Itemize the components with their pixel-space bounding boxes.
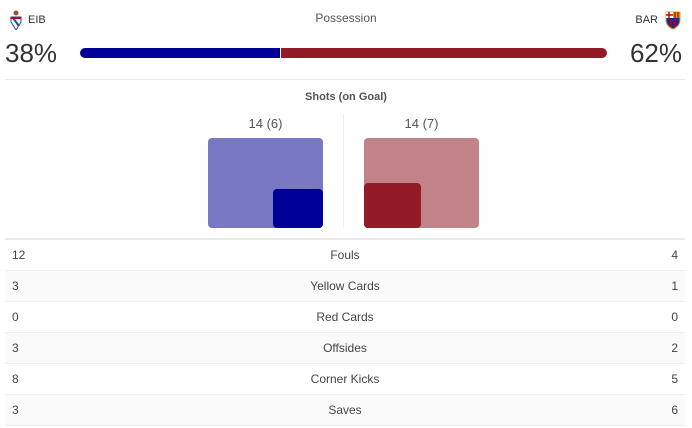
stat-home-value: 8 (12, 372, 19, 386)
stat-label: Corner Kicks (310, 372, 380, 386)
away-abbr: BAR (635, 14, 658, 26)
stat-home-value: 12 (12, 248, 26, 262)
stat-label: Red Cards (316, 310, 374, 324)
stat-away-value: 0 (671, 310, 678, 324)
stat-away-value: 2 (671, 341, 678, 355)
divider (5, 79, 685, 80)
home-abbr: EIB (28, 14, 46, 26)
away-shots-label: 14 (7) (404, 116, 439, 131)
stat-label: Fouls (330, 248, 360, 262)
stat-label: Yellow Cards (310, 279, 380, 293)
home-team[interactable]: EIB (10, 10, 46, 30)
away-on-goal-box (364, 183, 421, 228)
away-possession: 62% (629, 38, 682, 68)
away-team[interactable]: BAR (635, 10, 682, 30)
home-possession-bar (80, 48, 280, 58)
stat-home-value: 3 (12, 279, 19, 293)
stat-row: 3 Saves 6 (5, 395, 685, 426)
stat-row: 3 Offsides 2 (5, 333, 685, 364)
stat-home-value: 3 (12, 403, 19, 417)
stat-away-value: 6 (671, 403, 678, 417)
stat-label: Offsides (323, 341, 367, 355)
away-possession-bar (281, 48, 607, 58)
stat-away-value: 1 (671, 279, 678, 293)
shots-divider (343, 114, 344, 228)
home-shots-label: 14 (6) (248, 116, 283, 131)
stat-away-value: 5 (671, 372, 678, 386)
stat-row: 0 Red Cards 0 (5, 302, 685, 333)
barcelona-crest-icon (665, 11, 681, 30)
stat-away-value: 4 (671, 248, 678, 262)
shots-title: Shots (on Goal) (305, 91, 387, 103)
home-possession: 38% (5, 38, 58, 68)
eibar-crest-icon (10, 10, 22, 30)
stat-row: 3 Yellow Cards 1 (5, 271, 685, 302)
stat-row: 8 Corner Kicks 5 (5, 364, 685, 395)
stat-home-value: 3 (12, 341, 19, 355)
stat-label: Saves (328, 403, 362, 417)
home-on-goal-box (273, 189, 323, 228)
stat-home-value: 0 (12, 310, 19, 324)
possession-title: Possession (315, 11, 377, 25)
stat-row: 12 Fouls 4 (5, 240, 685, 271)
divider (5, 238, 685, 240)
